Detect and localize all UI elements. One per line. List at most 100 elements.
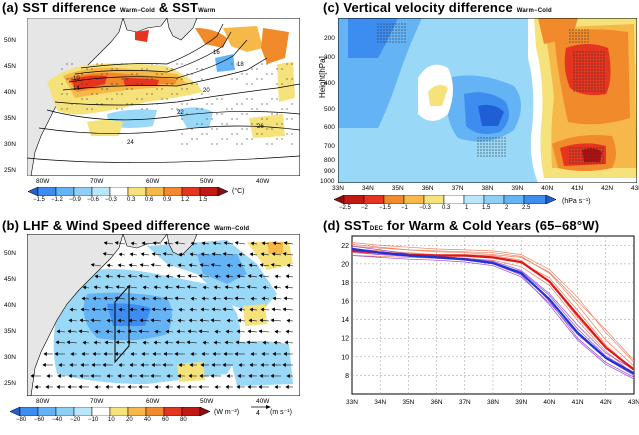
- series-line-cold: [351, 255, 635, 376]
- contour-label-16: 16: [213, 50, 220, 56]
- c-y-300: 300: [324, 54, 335, 61]
- reference-vector-arrow: [251, 405, 271, 409]
- significance-stipple: [377, 23, 605, 164]
- c-x-label-35n: 35N: [391, 185, 404, 192]
- panel-d-title-sub: DEC: [369, 226, 384, 232]
- cb-a-tick-2: −0.9: [69, 197, 81, 203]
- cb-a-tick-9: 1.5: [199, 197, 208, 203]
- cb-a-tick-4: −0.3: [105, 197, 117, 203]
- x-tick-label: 35N: [402, 399, 414, 406]
- cb-c-tick-6: 1: [465, 205, 469, 211]
- b-lon-70w: 70W: [90, 398, 104, 405]
- cb-b-tick-3: −20: [70, 417, 81, 423]
- y-tick-label: 18: [341, 280, 349, 287]
- x-tick-label: 43N: [628, 399, 639, 406]
- panel-c-title-text: Vertical velocity difference: [343, 0, 513, 15]
- panel-c-title: (c) Vertical velocity difference Warm−Co…: [323, 0, 552, 15]
- c-x-label-38n: 38N: [481, 185, 494, 192]
- panel-a-title-sub2: Warm: [198, 8, 216, 14]
- panel-b-map: [27, 234, 300, 396]
- c-y-700: 700: [324, 143, 335, 150]
- ref-vector-value: 4: [256, 410, 260, 417]
- cb-c-tick-0: −2.5: [339, 205, 351, 211]
- x-tick-label: 38N: [487, 399, 499, 406]
- cb-b-tick-8: 60: [162, 417, 169, 423]
- b-lat-30n: 30N: [4, 354, 16, 361]
- c-x-label-36n: 36N: [421, 185, 434, 192]
- cb-b-tick-4: −10: [88, 417, 99, 423]
- cb-b-tick-7: 40: [144, 417, 151, 423]
- lat-label-40n: 40N: [4, 89, 16, 96]
- lat-label-45n: 45N: [4, 63, 16, 70]
- panel-a-title-text: SST difference: [22, 0, 117, 15]
- c-x-label-42n: 42N: [601, 185, 614, 192]
- c-y-1000: 1000: [320, 178, 335, 185]
- panel-d-title-rest: for Warm & Cold Years (65–68°W): [387, 218, 600, 233]
- panel-c-vertical-velocity: (c) Vertical velocity difference Warm−Co…: [318, 0, 639, 216]
- panel-a-colorbar: [28, 187, 228, 196]
- ref-vector-unit: (m s⁻¹): [270, 409, 292, 416]
- cb-a-tick-5: 0.3: [127, 197, 136, 203]
- c-y-200: 200: [324, 35, 335, 42]
- cb-a-tick-6: 0.6: [145, 197, 154, 203]
- contour-label-22: 22: [177, 110, 184, 116]
- panel-a-map: 10 14 16 18 20 22 24 26: [27, 18, 300, 176]
- lon-label-50w: 50W: [200, 178, 214, 185]
- lat-label-35n: 35N: [4, 115, 16, 122]
- contour-label-18: 18: [237, 62, 244, 68]
- panel-a-title-amp: & SST: [158, 0, 199, 15]
- c-y-900: 900: [324, 168, 335, 175]
- panel-b-colorbar: [10, 407, 210, 416]
- contour-label-24: 24: [127, 140, 134, 146]
- panel-a-label: (a): [2, 0, 19, 15]
- lat-label-50n: 50N: [4, 37, 16, 44]
- lon-label-60w: 60W: [146, 178, 160, 185]
- panel-b-lhf-wind: (b) LHF & Wind Speed difference Warm−Col…: [0, 218, 318, 435]
- x-tick-label: 40N: [543, 399, 555, 406]
- contour-label-20: 20: [203, 88, 210, 94]
- c-y-400: 400: [324, 80, 335, 87]
- x-tick-label: 34N: [374, 399, 386, 406]
- panel-d-line-chart: 8 10 12 14 16 18 20 22 33N 34N 35N 36N 37N 38N 39N 40N 4…: [341, 235, 639, 406]
- y-tick-label: 10: [341, 354, 349, 361]
- b-lat-25n: 25N: [4, 380, 16, 387]
- cb-c-tick-2: −1.5: [379, 205, 391, 211]
- cb-c-tick-4: −0.3: [419, 205, 431, 211]
- lon-label-80w: 80W: [36, 178, 50, 185]
- series-line-cold-mean: [351, 247, 635, 375]
- cb-a-tick-8: 1.2: [181, 197, 190, 203]
- cb-c-tick-1: −2: [361, 205, 368, 211]
- cb-a-tick-7: 0.9: [163, 197, 172, 203]
- cb-b-tick-6: 20: [126, 417, 133, 423]
- c-x-label-37n: 37N: [451, 185, 464, 192]
- c-y-600: 600: [324, 124, 335, 131]
- y-tick-label: 20: [341, 261, 349, 268]
- panel-c-title-sub: Warm−Cold: [516, 8, 552, 14]
- contour-label-26: 26: [257, 124, 264, 130]
- b-lat-35n: 35N: [4, 328, 16, 335]
- panel-d-sst-profiles: (d) SSTDEC for Warm & Cold Years (65–68°…: [318, 218, 639, 435]
- panel-c-ylabel: Height[hPa]: [318, 56, 327, 98]
- b-lat-50n: 50N: [4, 250, 16, 257]
- significance-stipple: [61, 63, 293, 145]
- series-line-warm: [351, 242, 635, 363]
- cb-c-unit: (hPa s⁻¹): [562, 198, 591, 205]
- cb-a-tick-0: −1.5: [33, 197, 45, 203]
- lon-label-70w: 70W: [90, 178, 104, 185]
- cb-c-tick-3: −1: [401, 205, 408, 211]
- panel-c-colorbar: [334, 195, 556, 204]
- x-tick-label: 36N: [431, 399, 443, 406]
- series-line-warm: [351, 244, 635, 361]
- b-lon-40w: 40W: [256, 398, 270, 405]
- panel-c-cross-section: [338, 18, 637, 183]
- panel-b-label: (b): [2, 218, 20, 233]
- y-tick-label: 16: [341, 299, 349, 306]
- series-line-warm: [351, 255, 635, 375]
- cb-c-tick-7: 1.5: [482, 205, 491, 211]
- lat-label-25n: 25N: [4, 167, 16, 174]
- cb-c-tick-9: 2.5: [522, 205, 531, 211]
- c-x-label-40n: 40N: [541, 185, 554, 192]
- cb-b-unit: (W m⁻²): [214, 409, 240, 416]
- x-tick-label: 37N: [459, 399, 471, 406]
- cb-a-tick-1: −1.2: [51, 197, 63, 203]
